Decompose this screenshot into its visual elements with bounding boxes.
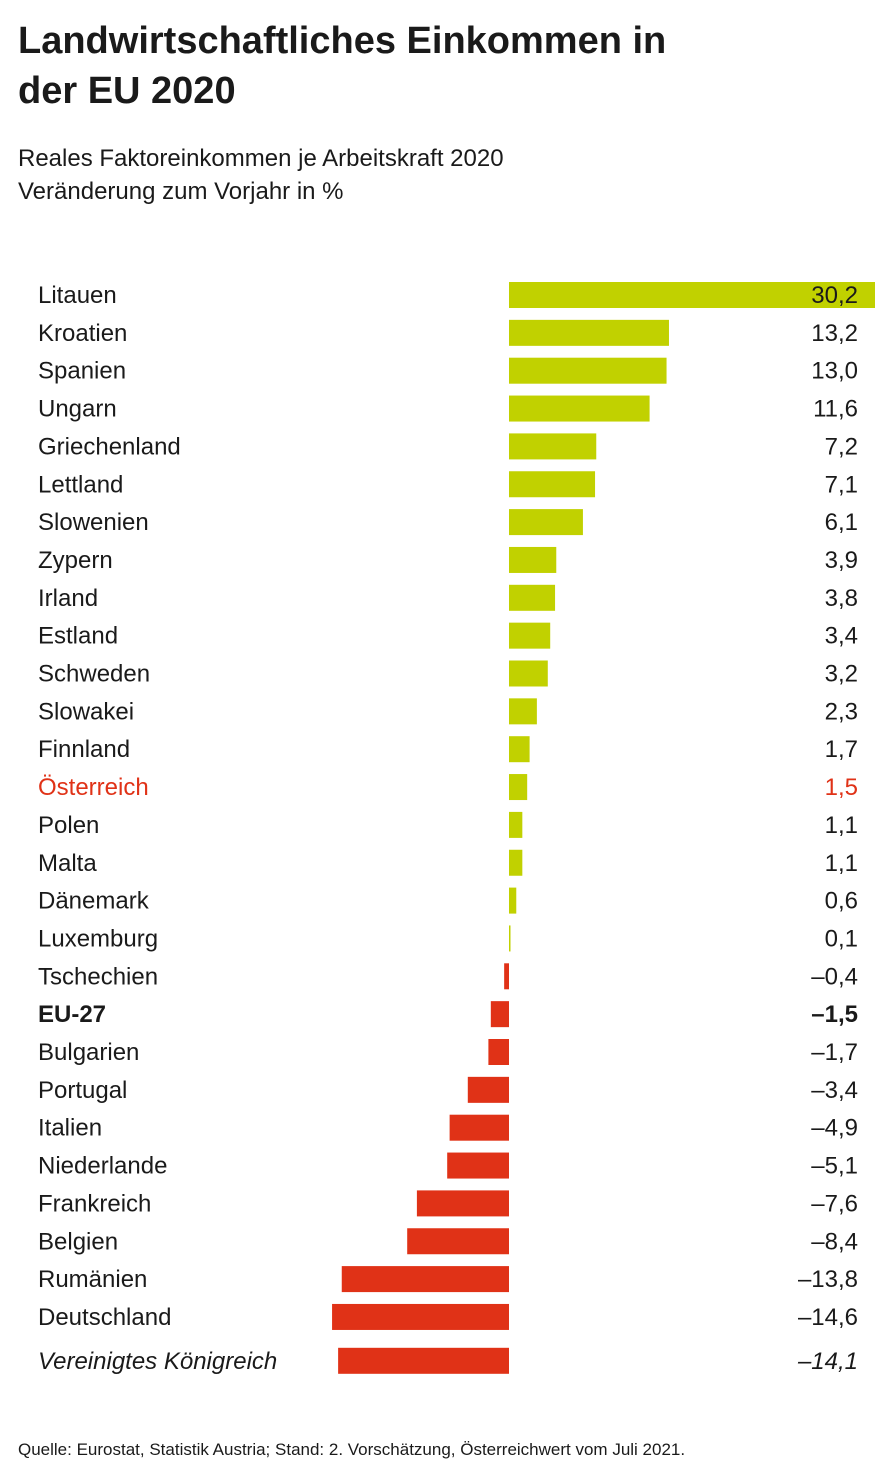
bar-spanien [509,357,667,384]
label-italien: Italien [38,1115,102,1142]
label-kroatien: Kroatien [38,320,127,347]
value-lettland: 7,1 [825,471,858,498]
label-daenemark: Dänemark [38,888,150,915]
bar-finnland [509,736,530,763]
bar-deutschland [332,1303,509,1330]
label-lettland: Lettland [38,471,123,498]
chart-subtitle: Reales Faktoreinkommen je Arbeitskraft 2… [18,142,868,208]
value-luxemburg: 0,1 [825,925,858,952]
value-slowakei: 2,3 [825,698,858,725]
label-belgien: Belgien [38,1228,118,1255]
value-zypern: 3,9 [825,547,858,574]
bar-niederlande [447,1152,509,1179]
value-bulgarien: –1,7 [811,1039,858,1066]
bar-frankreich [416,1190,509,1217]
label-vereinigtes-koenigreich: Vereinigtes Königreich [38,1348,277,1375]
label-eu-27: EU-27 [38,1001,106,1028]
label-niederlande: Niederlande [38,1153,167,1180]
label-finnland: Finnland [38,736,130,763]
bar-litauen [509,282,875,308]
chart-title: Landwirtschaftliches Einkommen in der EU… [18,16,868,116]
bar-chart: Litauen 30,2 Kroatien 13,2 Spanien 13,0 Ungarn… [38,282,875,1375]
bar-malta [509,849,523,876]
value-eu-27: –1,5 [811,1001,858,1028]
value-frankreich: –7,6 [811,1190,858,1217]
bar-vereinigtes-koenigreich [338,1347,509,1374]
title-line-1: Landwirtschaftliches Einkommen in [18,20,667,62]
label-portugal: Portugal [38,1077,127,1104]
bar-irland [509,584,556,611]
bar-griechenland [509,433,597,460]
value-estland: 3,4 [825,623,858,650]
bar-italien [449,1114,509,1141]
value-belgien: –8,4 [811,1228,858,1255]
value-schweden: 3,2 [825,661,858,688]
label-zypern: Zypern [38,547,113,574]
label-tschechien: Tschechien [38,963,158,990]
bar-tschechien [504,963,509,990]
label-slowakei: Slowakei [38,698,134,725]
bar-bulgarien [488,1039,509,1065]
subtitle-line-2: Veränderung zum Vorjahr in % [18,178,344,205]
value-litauen: 30,2 [811,282,858,309]
value-portugal: –3,4 [811,1077,858,1104]
bar-luxemburg [509,925,511,952]
bar-eu-27 [490,1001,509,1028]
value-malta: 1,1 [825,850,858,877]
value-niederlande: –5,1 [811,1153,858,1180]
value-kroatien: 13,2 [811,320,858,347]
bar-estland [509,622,551,649]
label-bulgarien: Bulgarien [38,1039,139,1066]
label-griechenland: Griechenland [38,433,181,460]
value-tschechien: –0,4 [811,963,858,990]
bar-rumaenien [341,1266,509,1293]
value-italien: –4,9 [811,1115,858,1142]
label-frankreich: Frankreich [38,1190,151,1217]
bar-oesterreich [509,774,528,801]
label-rumaenien: Rumänien [38,1266,147,1293]
value-rumaenien: –13,8 [798,1266,858,1293]
source-note: Quelle: Eurostat, Statistik Austria; Sta… [18,1440,686,1459]
bar-belgien [407,1228,509,1255]
label-litauen: Litauen [38,282,117,309]
bar-lettland [509,471,596,498]
value-vereinigtes-koenigreich: –14,1 [797,1348,858,1375]
label-irland: Irland [38,585,98,612]
value-polen: 1,1 [825,812,858,839]
label-malta: Malta [38,850,97,877]
bar-polen [509,811,523,838]
value-finnland: 1,7 [825,736,858,763]
label-spanien: Spanien [38,358,126,385]
value-oesterreich: 1,5 [825,774,858,801]
title-line-2: der EU 2020 [18,70,236,112]
value-daenemark: 0,6 [825,888,858,915]
value-griechenland: 7,2 [825,433,858,460]
bar-ungarn [509,395,650,422]
value-spanien: 13,0 [811,358,858,385]
bar-portugal [467,1076,509,1103]
label-estland: Estland [38,623,118,650]
value-irland: 3,8 [825,585,858,612]
bar-slowenien [509,509,583,536]
value-slowenien: 6,1 [825,509,858,536]
bar-daenemark [509,887,517,914]
value-deutschland: –14,6 [798,1304,858,1331]
label-polen: Polen [38,812,99,839]
label-deutschland: Deutschland [38,1304,171,1331]
bar-kroatien [509,319,669,346]
bar-schweden [509,660,548,687]
label-slowenien: Slowenien [38,509,149,536]
bar-zypern [509,546,557,573]
label-luxemburg: Luxemburg [38,925,158,952]
bar-slowakei [509,698,537,725]
label-oesterreich: Österreich [38,774,149,801]
label-ungarn: Ungarn [38,396,117,423]
value-ungarn: 11,6 [813,396,858,423]
label-schweden: Schweden [38,661,150,688]
subtitle-line-1: Reales Faktoreinkommen je Arbeitskraft 2… [18,145,504,172]
